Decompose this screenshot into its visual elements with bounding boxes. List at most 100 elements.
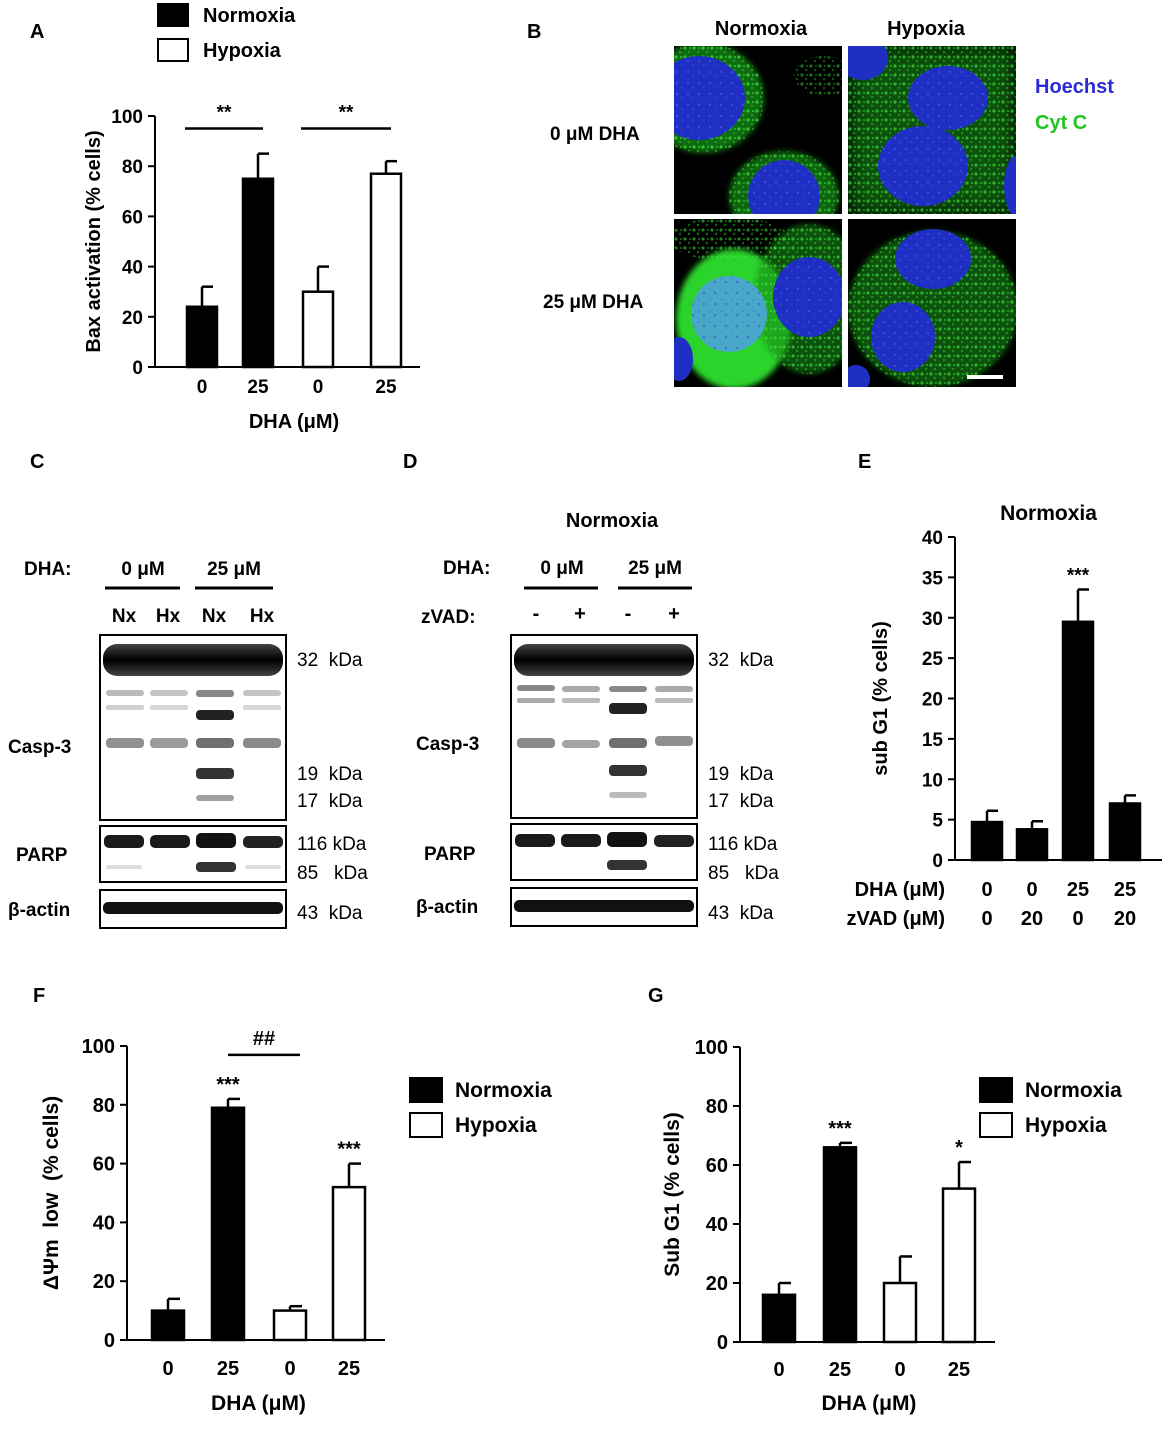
b-image-hypoxia-25 <box>848 219 1016 387</box>
f-y-tick-label: 0 <box>104 1330 115 1352</box>
a-x-tick-label: 25 <box>247 377 269 398</box>
b-col-label-hypoxia: Hypoxia <box>887 18 966 40</box>
legend-f: Normoxia Hypoxia <box>409 1077 552 1138</box>
e-y-tick-label: 40 <box>922 528 943 549</box>
e-row-value: 0 <box>981 879 992 901</box>
d-parp-bands <box>515 832 694 870</box>
g-y-tick-label: 100 <box>695 1037 728 1059</box>
e-row-value: 20 <box>1021 908 1043 930</box>
c-lane-4: Hx <box>250 606 275 627</box>
g-y-tick-label: 40 <box>706 1214 728 1236</box>
e-bar <box>970 820 1004 862</box>
e-y-tick-label: 15 <box>922 730 944 751</box>
legend-g-hypoxia-swatch <box>979 1112 1013 1138</box>
f-bracket-label: ## <box>253 1028 275 1050</box>
c-kda-19: 19 kDa <box>297 764 363 785</box>
panel-letter-f: F <box>33 985 45 1007</box>
a-y-tick-label: 40 <box>122 258 143 279</box>
f-x-axis-label: DHA (μM) <box>211 1392 306 1415</box>
c-actin-label: β-actin <box>8 900 70 921</box>
legend-a-normoxia-swatch <box>157 3 189 27</box>
legend-a-normoxia-label: Normoxia <box>203 5 296 27</box>
g-y-tick-label: 60 <box>706 1155 728 1177</box>
a-x-tick-label: 0 <box>313 377 324 398</box>
chart-a: 0 20 40 60 80 100 Bax activation (% cells) 0 25 0… <box>83 103 420 433</box>
e-row-value: 0 <box>1026 879 1037 901</box>
e-y-axis-label: sub G1 (% cells) <box>870 621 892 776</box>
d-lane-4: + <box>668 603 680 625</box>
f-y-axis-label: ΔΨm low (% cells) <box>40 1096 63 1290</box>
a-bar <box>301 290 335 369</box>
legend-f-hypoxia-label: Hypoxia <box>455 1114 537 1137</box>
e-y-tick-label: 5 <box>932 811 943 832</box>
panel-letter-e: E <box>858 451 871 473</box>
d-kda-43: 43 kDa <box>708 903 774 924</box>
legend-a: Normoxia Hypoxia <box>157 3 296 62</box>
chart-e: 0 5 10 15 20 25 30 35 40 sub G1 (% cells) *** Normo… <box>846 502 1162 930</box>
g-bar <box>882 1281 918 1344</box>
c-conc-25: 25 μM <box>207 559 261 580</box>
panel-d: Normoxia DHA: 0 μM 25 μM zVAD: - + - + C… <box>416 510 779 927</box>
f-y-tick-label: 40 <box>93 1212 115 1234</box>
b-image-normoxia-0 <box>674 46 842 214</box>
b-scale-bar <box>967 375 1003 379</box>
a-bracket-label: ** <box>339 103 354 124</box>
b-col-label-normoxia: Normoxia <box>715 18 808 40</box>
d-casp3-label: Casp-3 <box>416 734 479 755</box>
g-x-tick-label: 25 <box>948 1359 970 1381</box>
g-x-tick-label: 0 <box>773 1359 784 1381</box>
c-casp3-label: Casp-3 <box>8 737 71 758</box>
e-bar <box>1061 620 1095 862</box>
a-y-tick-label: 100 <box>111 107 143 128</box>
e-y-tick-label: 25 <box>922 649 944 670</box>
d-dha-label: DHA: <box>443 558 491 579</box>
d-lane-3: - <box>625 603 632 625</box>
d-zvad-label: zVAD: <box>421 607 476 628</box>
legend-a-hypoxia-swatch <box>157 38 189 62</box>
g-bar <box>822 1146 858 1344</box>
g-significance-label: *** <box>828 1118 852 1140</box>
c-blot-parp <box>99 825 287 883</box>
d-kda-17: 17 kDa <box>708 791 774 812</box>
f-bar <box>331 1185 367 1342</box>
e-y-tick-label: 10 <box>922 770 943 791</box>
c-actin-bands <box>103 902 283 914</box>
d-title: Normoxia <box>566 510 659 532</box>
legend-a-hypoxia-label: Hypoxia <box>203 40 282 62</box>
a-y-tick-label: 60 <box>122 207 143 228</box>
d-blot-parp <box>510 823 698 881</box>
e-row-value: 0 <box>981 908 992 930</box>
e-row-value: 25 <box>1067 879 1089 901</box>
g-x-tick-label: 0 <box>894 1359 905 1381</box>
c-parp-label: PARP <box>16 845 68 866</box>
d-lane-2: + <box>574 603 586 625</box>
panel-letter-c: C <box>30 451 44 473</box>
g-bar <box>761 1293 797 1344</box>
b-row-label-1: 25 μM DHA <box>543 292 644 313</box>
panel-letter-a: A <box>30 21 44 43</box>
a-y-tick-label: 0 <box>132 358 143 379</box>
a-y-tick-label: 20 <box>122 308 143 329</box>
panel-c: DHA: 0 μM 25 μM Nx Hx Nx Hx Casp-3 PARP … <box>8 559 368 929</box>
a-x-axis-label: DHA (μM) <box>249 411 339 433</box>
legend-f-normoxia-label: Normoxia <box>455 1079 552 1102</box>
c-kda-85: 85 kDa <box>297 863 368 884</box>
legend-f-hypoxia-swatch <box>409 1112 443 1138</box>
c-casp3-bands <box>103 644 283 801</box>
e-title: Normoxia <box>1000 502 1097 525</box>
b-image-hypoxia-0 <box>848 46 1016 214</box>
f-bar <box>272 1309 308 1342</box>
g-x-axis-label: DHA (μM) <box>822 1392 917 1415</box>
legend-g-hypoxia-label: Hypoxia <box>1025 1114 1107 1137</box>
e-row-label: zVAD (μM) <box>846 908 945 930</box>
g-y-tick-label: 20 <box>706 1273 728 1295</box>
e-row-value: 20 <box>1114 908 1136 930</box>
b-image-normoxia-25 <box>674 219 842 387</box>
e-y-tick-label: 20 <box>922 690 943 711</box>
a-y-axis-label: Bax activation (% cells) <box>83 130 105 352</box>
legend-g-normoxia-label: Normoxia <box>1025 1079 1122 1102</box>
c-kda-43: 43 kDa <box>297 903 363 924</box>
c-dha-label: DHA: <box>24 559 72 580</box>
f-x-tick-label: 0 <box>162 1358 173 1380</box>
